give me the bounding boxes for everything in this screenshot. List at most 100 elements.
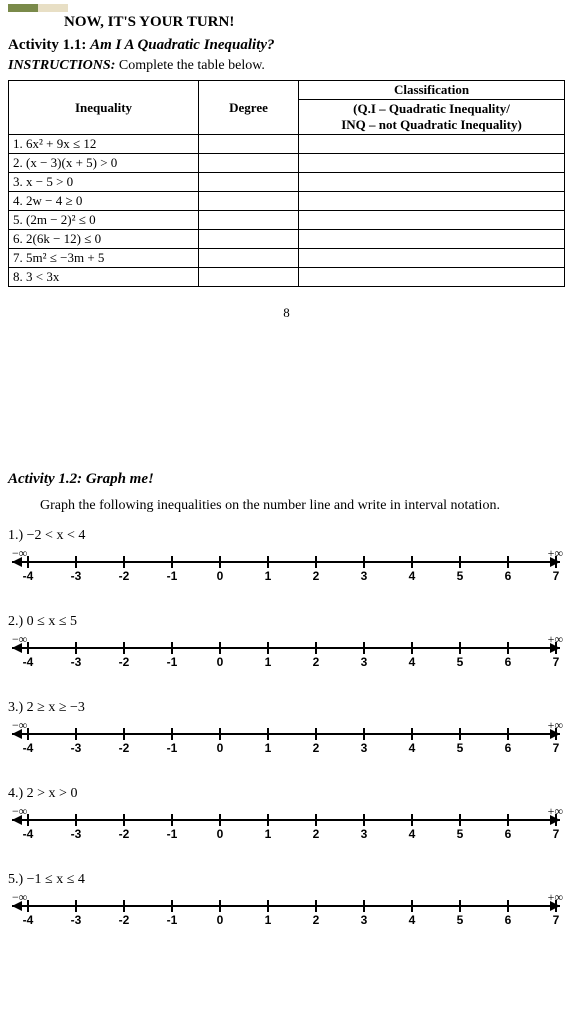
degree-cell[interactable] — [199, 268, 299, 287]
number-line-wrap: −∞+∞-4-3-2-101234567 — [8, 632, 565, 674]
inequality-cell: 7. 5m² ≤ −3m + 5 — [9, 249, 199, 268]
problem-label: 1.) −2 < x < 4 — [8, 528, 565, 544]
inequality-cell: 4. 2w − 4 ≥ 0 — [9, 192, 199, 211]
worksheet-page: NOW, IT'S YOUR TURN! Activity 1.1: Am I … — [0, 0, 573, 978]
svg-text:7: 7 — [553, 569, 560, 583]
svg-text:-2: -2 — [119, 655, 130, 669]
number-line-svg: -4-3-2-101234567 — [8, 632, 564, 674]
svg-text:4: 4 — [409, 569, 416, 583]
svg-text:-4: -4 — [23, 569, 34, 583]
svg-text:3: 3 — [361, 741, 368, 755]
table-row: 1. 6x² + 9x ≤ 12 — [9, 135, 565, 154]
degree-cell[interactable] — [199, 192, 299, 211]
degree-cell[interactable] — [199, 230, 299, 249]
activity-1-2-instructions: Graph the following inequalities on the … — [8, 498, 565, 514]
inequality-cell: 3. x − 5 > 0 — [9, 173, 199, 192]
svg-text:2: 2 — [313, 827, 320, 841]
svg-text:-4: -4 — [23, 913, 34, 927]
svg-text:-3: -3 — [71, 827, 82, 841]
svg-text:2: 2 — [313, 569, 320, 583]
class-cell[interactable] — [299, 249, 565, 268]
svg-text:5: 5 — [457, 913, 464, 927]
pos-infinity-label: +∞ — [548, 718, 563, 733]
number-line-wrap: −∞+∞-4-3-2-101234567 — [8, 890, 565, 932]
pos-infinity-label: +∞ — [548, 632, 563, 647]
neg-infinity-label: −∞ — [12, 718, 27, 733]
activity-1-1-title: Activity 1.1: Am I A Quadratic Inequalit… — [8, 37, 565, 54]
class-cell[interactable] — [299, 211, 565, 230]
svg-text:1: 1 — [265, 741, 272, 755]
svg-text:-1: -1 — [167, 655, 178, 669]
svg-text:4: 4 — [409, 827, 416, 841]
now-your-turn-heading: NOW, IT'S YOUR TURN! — [64, 14, 565, 31]
svg-text:4: 4 — [409, 913, 416, 927]
inequality-cell: 2. (x − 3)(x + 5) > 0 — [9, 154, 199, 173]
svg-text:2: 2 — [313, 913, 320, 927]
degree-cell[interactable] — [199, 249, 299, 268]
class-cell[interactable] — [299, 173, 565, 192]
number-line-wrap: −∞+∞-4-3-2-101234567 — [8, 804, 565, 846]
inequality-table: Inequality Degree Classification (Q.I – … — [8, 80, 565, 287]
decorative-header-strip — [8, 4, 565, 12]
class-cell[interactable] — [299, 154, 565, 173]
inequality-cell: 1. 6x² + 9x ≤ 12 — [9, 135, 199, 154]
svg-text:0: 0 — [217, 655, 224, 669]
degree-cell[interactable] — [199, 154, 299, 173]
svg-text:-3: -3 — [71, 655, 82, 669]
svg-text:3: 3 — [361, 655, 368, 669]
degree-cell[interactable] — [199, 211, 299, 230]
problem-label: 3.) 2 ≥ x ≥ −3 — [8, 700, 565, 716]
svg-text:-2: -2 — [119, 827, 130, 841]
problem: 1.) −2 < x < 4−∞+∞-4-3-2-101234567 — [8, 528, 565, 588]
svg-text:0: 0 — [217, 741, 224, 755]
svg-text:-4: -4 — [23, 655, 34, 669]
activity-1-1-name: Am I A Quadratic Inequality? — [90, 37, 274, 53]
svg-text:-4: -4 — [23, 827, 34, 841]
table-row: 2. (x − 3)(x + 5) > 0 — [9, 154, 565, 173]
page-gap — [8, 361, 565, 471]
pos-infinity-label: +∞ — [548, 546, 563, 561]
class-cell[interactable] — [299, 268, 565, 287]
svg-text:5: 5 — [457, 827, 464, 841]
svg-text:1: 1 — [265, 569, 272, 583]
svg-text:5: 5 — [457, 741, 464, 755]
instructions-text: Complete the table below. — [119, 58, 265, 73]
col-header-classification: Classification — [299, 81, 565, 100]
number-line-svg: -4-3-2-101234567 — [8, 546, 564, 588]
svg-text:6: 6 — [505, 655, 512, 669]
pos-infinity-label: +∞ — [548, 804, 563, 819]
svg-text:7: 7 — [553, 827, 560, 841]
problem-label: 4.) 2 > x > 0 — [8, 786, 565, 802]
instructions-line: INSTRUCTIONS: Complete the table below. — [8, 58, 565, 74]
table-row: 8. 3 < 3x — [9, 268, 565, 287]
col-header-degree: Degree — [199, 81, 299, 135]
table-row: 4. 2w − 4 ≥ 0 — [9, 192, 565, 211]
svg-text:-1: -1 — [167, 569, 178, 583]
svg-text:6: 6 — [505, 913, 512, 927]
svg-text:-1: -1 — [167, 913, 178, 927]
class-cell[interactable] — [299, 230, 565, 249]
class-cell[interactable] — [299, 135, 565, 154]
svg-text:7: 7 — [553, 741, 560, 755]
svg-text:1: 1 — [265, 827, 272, 841]
svg-text:-3: -3 — [71, 569, 82, 583]
activity-1-1-label: Activity 1.1: — [8, 37, 86, 53]
degree-cell[interactable] — [199, 173, 299, 192]
svg-text:7: 7 — [553, 913, 560, 927]
col-header-classification-sub: (Q.I – Quadratic Inequality/ INQ – not Q… — [299, 100, 565, 135]
table-row: 3. x − 5 > 0 — [9, 173, 565, 192]
svg-text:-2: -2 — [119, 913, 130, 927]
svg-text:1: 1 — [265, 655, 272, 669]
degree-cell[interactable] — [199, 135, 299, 154]
svg-text:2: 2 — [313, 655, 320, 669]
svg-text:-1: -1 — [167, 741, 178, 755]
problem-label: 5.) −1 ≤ x ≤ 4 — [8, 872, 565, 888]
problems-container: 1.) −2 < x < 4−∞+∞-4-3-2-1012345672.) 0 … — [8, 528, 565, 932]
neg-infinity-label: −∞ — [12, 890, 27, 905]
class-cell[interactable] — [299, 192, 565, 211]
table-row: 7. 5m² ≤ −3m + 5 — [9, 249, 565, 268]
svg-text:0: 0 — [217, 827, 224, 841]
svg-text:-2: -2 — [119, 741, 130, 755]
col-header-inequality: Inequality — [9, 81, 199, 135]
inequality-table-body: 1. 6x² + 9x ≤ 12 2. (x − 3)(x + 5) > 0 3… — [9, 135, 565, 287]
